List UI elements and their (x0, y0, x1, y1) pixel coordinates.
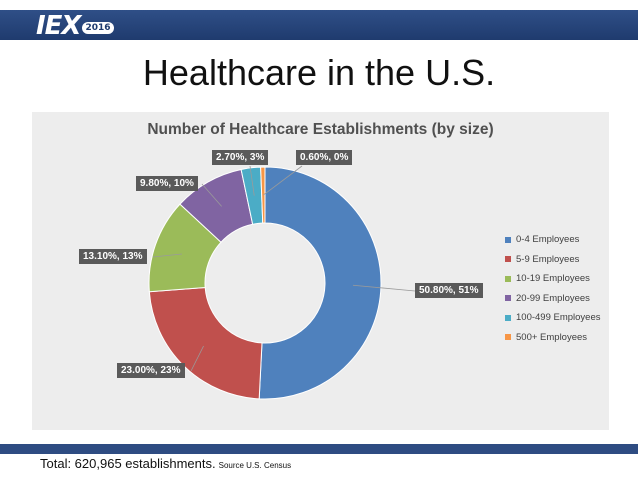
footer-bar (0, 444, 638, 454)
footer-total: Total: 620,965 establishments. (40, 456, 216, 471)
data-label-5-9-employees: 23.00%, 23% (117, 363, 185, 378)
leader-line-10-19-employees (152, 253, 182, 258)
iex-logo: IEX 2016 (36, 12, 114, 40)
legend-label: 10-19 Employees (516, 273, 590, 285)
slice-5-9-employees (148, 286, 263, 400)
legend-swatch (505, 334, 511, 341)
legend-item-0-4-employees: 0-4 Employees (505, 230, 601, 250)
legend-swatch (505, 275, 511, 282)
donut-chart (148, 165, 416, 400)
legend-item-100-499-employees: 100-499 Employees (505, 308, 601, 328)
logo-text: IEX (36, 11, 81, 41)
data-label-0-4-employees: 50.80%, 51% (415, 283, 483, 298)
legend-swatch (505, 256, 511, 263)
leader-line-0-4-employees (352, 284, 416, 292)
logo-year: 2016 (82, 21, 114, 34)
slice-500-employees (260, 166, 266, 224)
legend-label: 20-99 Employees (516, 292, 590, 304)
page-title: Healthcare in the U.S. (142, 52, 496, 93)
legend-item-5-9-employees: 5-9 Employees (505, 250, 601, 270)
legend-swatch (505, 295, 511, 302)
data-label-10-19-employees: 13.10%, 13% (79, 249, 147, 264)
slice-0-4-employees (258, 166, 382, 400)
leader-line-5-9-employees (190, 345, 204, 372)
legend-label: 0-4 Employees (516, 234, 580, 246)
legend-item-20-99-employees: 20-99 Employees (505, 289, 601, 309)
legend-label: 5-9 Employees (516, 253, 580, 265)
data-label-20-99-employees: 9.80%, 10% (136, 176, 198, 191)
chart-legend: 0-4 Employees 5-9 Employees 10-19 Employee… (505, 230, 601, 347)
data-label-100-499-employees: 2.70%, 3% (212, 150, 269, 165)
footer-source: Source U.S. Census (218, 461, 292, 470)
data-label-500-employees: 0.60%, 0% (296, 150, 353, 165)
leader-line-100-499-employees (249, 165, 255, 196)
legend-item-500-employees: 500+ Employees (505, 328, 601, 348)
chart-panel: Number of Healthcare Establishments (by … (32, 112, 609, 430)
legend-label: 500+ Employees (516, 331, 588, 343)
leader-line-500-employees (263, 165, 303, 196)
legend-item-10-19-employees: 10-19 Employees (505, 269, 601, 289)
legend-swatch (505, 314, 511, 321)
legend-swatch (505, 236, 511, 243)
leader-line-20-99-employees (201, 183, 222, 207)
legend-label: 100-499 Employees (516, 312, 601, 324)
chart-title: Number of Healthcare Establishments (by … (147, 121, 494, 138)
footer: Total: 620,965 establishments. Source U.S… (40, 456, 291, 471)
